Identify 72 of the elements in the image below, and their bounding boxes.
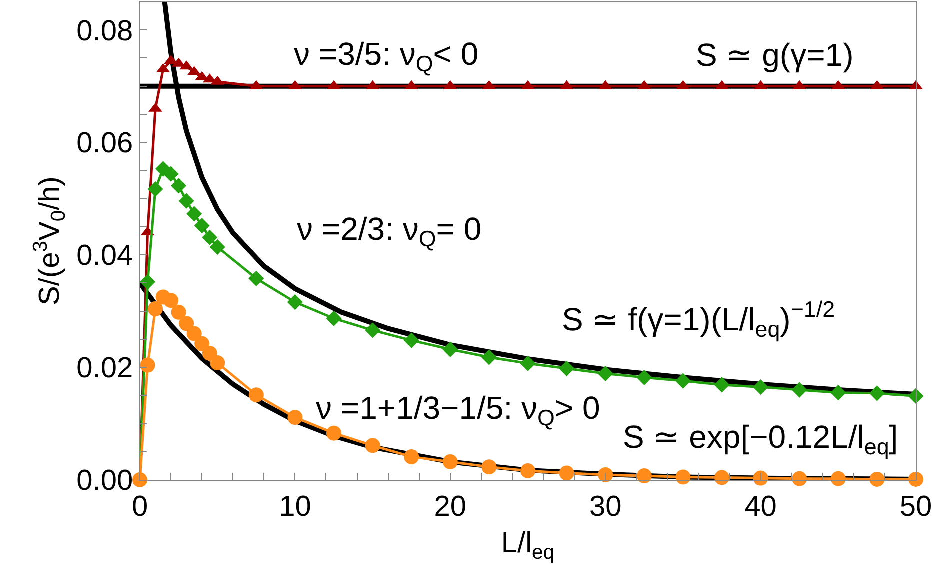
point	[830, 385, 846, 401]
point	[598, 467, 614, 482]
point	[178, 193, 194, 209]
point	[520, 464, 536, 478]
point	[870, 472, 885, 487]
x-tick-label: 10	[279, 490, 312, 523]
annotation: ν =1+1/3−1/5: ν$_{Q}$> 0	[316, 390, 600, 431]
point	[210, 239, 226, 255]
y-tick-label: 0.08	[76, 15, 134, 48]
point	[442, 454, 458, 470]
point	[194, 218, 210, 234]
x-axis-title: L/l$_{eq}$	[501, 528, 555, 564]
point	[753, 379, 769, 396]
point	[482, 460, 497, 475]
point	[326, 310, 342, 326]
annotation: ν =3/5: ν$_{Q}$< 0	[294, 36, 479, 77]
x-tick-label: 20	[434, 490, 467, 523]
point	[714, 470, 730, 486]
annotation: S ≃ f(γ=1)(L/l$_{eq}$)$^{−1/2}$	[562, 297, 836, 342]
x-tick-label: 0	[132, 490, 148, 523]
point	[404, 449, 420, 464]
annotation: ν =2/3: ν$_{Q}$= 0	[297, 211, 482, 252]
point	[186, 206, 202, 222]
point	[140, 274, 156, 290]
point	[676, 470, 691, 485]
point	[714, 377, 730, 393]
y-tick-label: 0.06	[76, 128, 134, 160]
point	[908, 388, 924, 404]
point	[186, 326, 202, 342]
point	[869, 386, 885, 402]
point	[248, 388, 264, 403]
y-tick-label: 0.04	[76, 240, 134, 272]
point	[248, 270, 264, 286]
point	[365, 322, 381, 338]
point	[442, 342, 458, 358]
point	[326, 426, 342, 441]
annotation: S ≃ g(γ=1)	[696, 37, 854, 73]
y-tick-label: 0.02	[76, 352, 134, 385]
point	[148, 302, 164, 317]
point	[171, 178, 187, 194]
point	[636, 468, 652, 484]
x-tick-label: 30	[589, 490, 622, 523]
point	[140, 358, 156, 373]
point	[202, 230, 218, 246]
point	[481, 350, 497, 366]
point	[559, 466, 574, 481]
point	[288, 410, 303, 426]
point	[792, 471, 808, 486]
point	[908, 472, 924, 487]
point	[163, 166, 179, 182]
annotation: S ≃ exp[−0.12L/l$_{eq}$]	[623, 419, 898, 460]
point	[287, 294, 303, 310]
x-tick-label: 50	[900, 490, 932, 523]
point	[753, 470, 768, 486]
point	[164, 293, 179, 308]
point	[194, 336, 210, 352]
point	[520, 356, 536, 372]
point	[179, 316, 194, 332]
point	[675, 373, 691, 389]
point	[210, 356, 226, 371]
point	[202, 346, 218, 361]
point	[598, 366, 614, 382]
point	[365, 438, 380, 454]
point	[148, 181, 164, 198]
point	[792, 382, 808, 398]
point	[559, 360, 575, 376]
point	[830, 471, 846, 486]
point	[636, 370, 652, 386]
point	[404, 332, 420, 348]
x-tick-label: 40	[744, 490, 777, 523]
y-tick-label: 0.00	[76, 465, 134, 498]
point	[171, 304, 186, 320]
